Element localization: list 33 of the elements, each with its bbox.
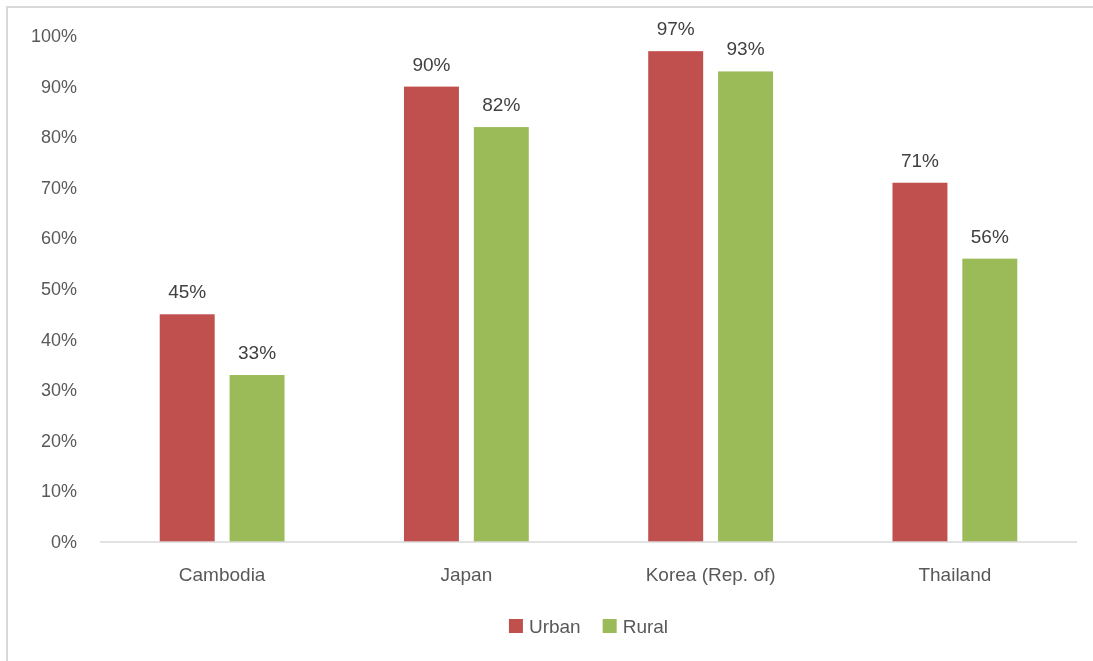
data-label: 93%: [726, 38, 765, 60]
y-tick-label: 50%: [40, 279, 77, 299]
legend-label: Rural: [622, 615, 669, 637]
bar: [648, 51, 704, 542]
bar: [718, 71, 774, 542]
data-label: 56%: [970, 225, 1009, 247]
data-label: 97%: [656, 18, 695, 40]
x-tick-label: Thailand: [918, 563, 992, 585]
data-label: 71%: [900, 149, 940, 171]
bar: [159, 314, 215, 542]
y-tick-label: 20%: [40, 430, 77, 451]
bar: [229, 375, 285, 542]
y-tick-label: 30%: [40, 380, 77, 401]
y-tick-label: 60%: [40, 228, 77, 249]
y-tick-label: 80%: [40, 127, 77, 148]
data-label: 82%: [482, 94, 521, 116]
y-tick-label: 40%: [40, 329, 77, 350]
y-tick-label: 100%: [30, 26, 77, 46]
x-tick-label: Japan: [440, 563, 493, 585]
bar: [962, 258, 1018, 542]
bar: [892, 182, 948, 542]
x-tick-label: Korea (Rep. of): [645, 563, 776, 585]
x-tick-label: Cambodia: [178, 563, 266, 585]
bar: [473, 127, 529, 542]
legend-label: Urban: [528, 615, 581, 637]
y-tick-label: 10%: [40, 481, 77, 502]
data-label: 33%: [238, 342, 277, 364]
y-tick-label: 0%: [50, 532, 77, 552]
data-label: 45%: [168, 281, 207, 303]
y-tick-label: 70%: [40, 177, 77, 198]
data-label: 90%: [412, 53, 451, 75]
bar: [403, 86, 459, 542]
y-tick-label: 90%: [40, 76, 77, 97]
